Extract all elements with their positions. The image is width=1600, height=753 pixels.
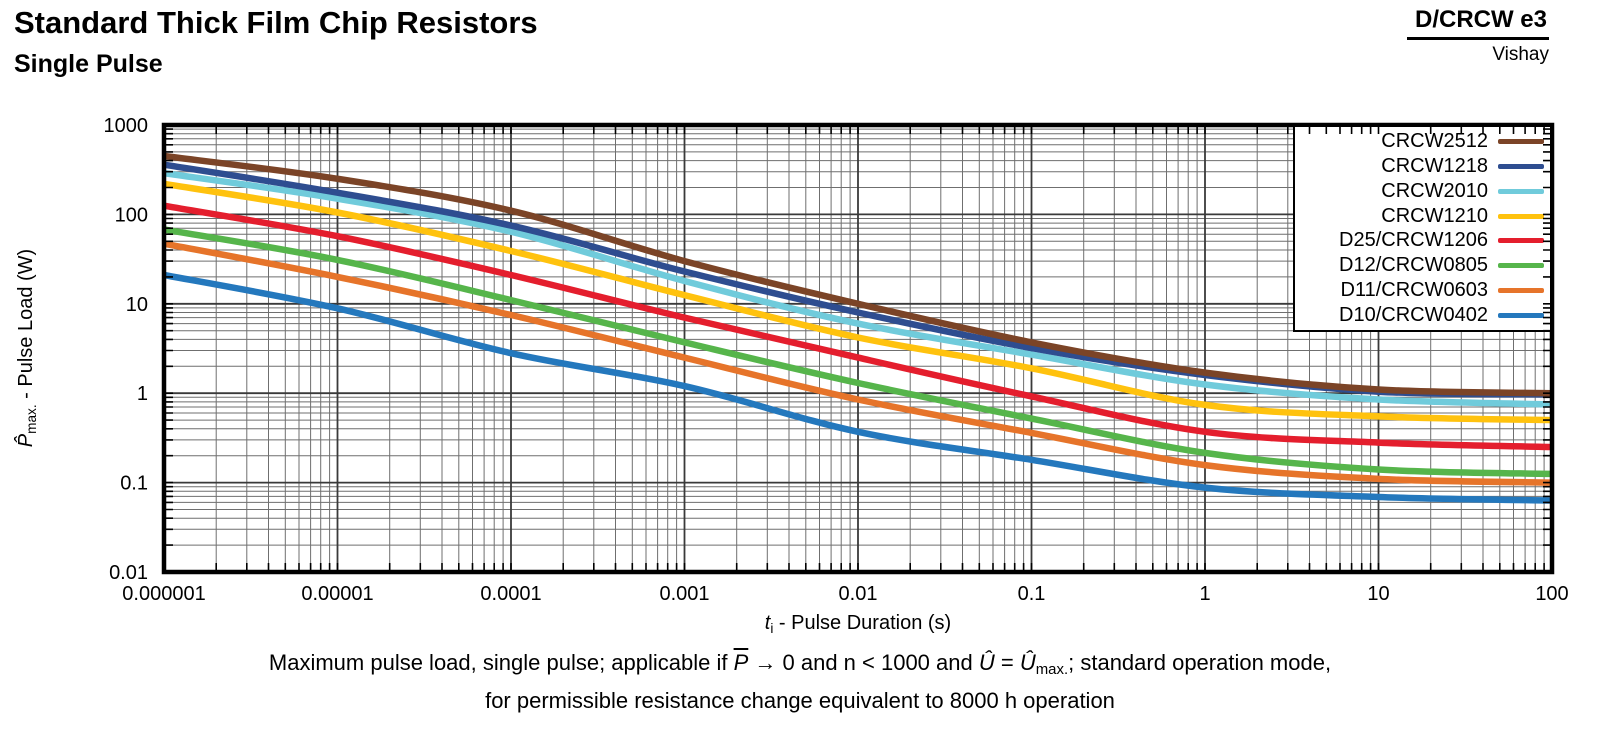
text-part: P	[733, 650, 749, 675]
page-subtitle: Single Pulse	[14, 50, 163, 78]
y-tick-label: 10	[126, 294, 148, 316]
y-axis-label: P̂max. - Pulse Load (W)	[15, 249, 39, 447]
legend-label: CRCW1210	[1381, 204, 1488, 227]
y-tick-label: 1	[137, 383, 148, 405]
x-tick-label: 10	[1367, 583, 1389, 605]
text-part: → 0 and n < 1000 and	[748, 650, 979, 675]
chart-caption: Maximum pulse load, single pulse; applic…	[0, 647, 1600, 716]
y-tick-label: 0.01	[109, 562, 148, 584]
legend-item: CRCW1210	[1295, 205, 1544, 228]
y-tick-label: 0.1	[120, 473, 148, 495]
x-tick-label: 0.0001	[480, 583, 541, 605]
x-axis-label: ti - Pulse Duration (s)	[164, 612, 1552, 636]
legend-item: CRCW2512	[1295, 130, 1544, 153]
text-part: i	[770, 620, 774, 636]
y-tick-label: 1000	[104, 115, 149, 137]
text-part: t	[764, 612, 771, 634]
legend-label: D12/CRCW0805	[1339, 254, 1488, 277]
doc-code: D/CRCW e3	[1406, 6, 1549, 40]
text-part: Û	[1019, 650, 1036, 675]
text-part: =	[994, 650, 1020, 675]
text-part: for permissible resistance change equiva…	[485, 688, 1115, 714]
legend-item: CRCW1218	[1295, 155, 1544, 178]
legend-swatch	[1498, 263, 1544, 269]
brand-name: Vishay	[1492, 44, 1549, 65]
legend-swatch	[1498, 188, 1544, 194]
x-tick-label: 0.01	[839, 583, 878, 605]
x-tick-label: 0.000001	[122, 583, 205, 605]
legend-label: CRCW2010	[1381, 179, 1488, 202]
chart-legend: CRCW2512 CRCW1218 CRCW2010 CRCW1210 D25/CRCW…	[1293, 127, 1550, 332]
legend-item: D10/CRCW0402	[1295, 304, 1544, 327]
axis-tick-labels: 0.000001 0.00001 0.0001 0.001 0.01 0.1 1 10 100 1…	[104, 115, 1569, 605]
text-part: - Pulse Load (W)	[15, 248, 38, 405]
legend-item: D12/CRCW0805	[1295, 254, 1544, 277]
text-part: Maximum pulse load, single pulse; applic…	[268, 650, 734, 675]
legend-label: D11/CRCW0603	[1340, 279, 1488, 302]
text-part: ; standard operation mode,	[1068, 650, 1332, 675]
page-title: Standard Thick Film Chip Resistors	[14, 5, 538, 40]
doc-code-block: D/CRCW e3 Vishay	[1406, 6, 1549, 66]
legend-item: D25/CRCW1206	[1295, 229, 1544, 252]
x-tick-label: 0.1	[1018, 583, 1046, 605]
legend-swatch	[1498, 213, 1544, 219]
x-tick-label: 0.00001	[301, 583, 373, 605]
caption-line-1: Maximum pulse load, single pulse; applic…	[0, 647, 1600, 685]
text-part: Û	[978, 650, 995, 675]
legend-swatch	[1498, 163, 1544, 169]
legend-swatch	[1498, 313, 1544, 319]
text-part: P̂	[15, 433, 38, 448]
legend-label: D25/CRCW1206	[1339, 229, 1488, 252]
legend-label: CRCW2512	[1381, 129, 1488, 152]
y-tick-label: 100	[115, 204, 148, 226]
text-part: max.	[1035, 661, 1069, 679]
legend-swatch	[1498, 138, 1544, 144]
legend-swatch	[1498, 288, 1544, 294]
x-tick-label: 1	[1199, 583, 1210, 605]
legend-item: CRCW2010	[1295, 180, 1544, 203]
text-part: - Pulse Duration (s)	[773, 612, 952, 634]
legend-label: D10/CRCW0402	[1339, 304, 1488, 327]
legend-swatch	[1498, 238, 1544, 244]
x-tick-label: 100	[1535, 583, 1568, 605]
legend-label: CRCW1218	[1381, 154, 1488, 177]
caption-line-2: for permissible resistance change equiva…	[0, 685, 1600, 716]
x-tick-label: 0.001	[659, 583, 709, 605]
legend-item: D11/CRCW0603	[1295, 279, 1544, 302]
text-part: max.	[23, 404, 39, 434]
